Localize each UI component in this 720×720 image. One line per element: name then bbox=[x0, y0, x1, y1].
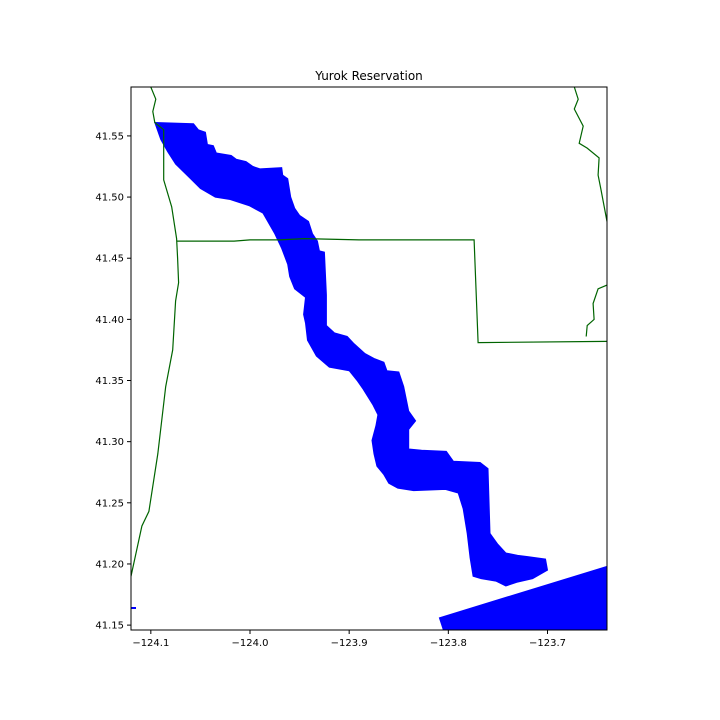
boundary-line-3 bbox=[573, 87, 607, 222]
boundary-line-1 bbox=[131, 87, 180, 577]
y-axis: 41.55 41.50 41.45 41.40 41.35 41.30 41.25 41.20… bbox=[95, 131, 131, 632]
map-title: Yurok Reservation bbox=[314, 69, 423, 83]
boundary-line-2 bbox=[176, 237, 607, 344]
y-tick-label: 41.50 bbox=[95, 193, 124, 204]
reservation-polygon-1 bbox=[154, 121, 549, 587]
x-axis: −124.1 −124.0 −123.9 −123.8 −123.7 bbox=[132, 630, 566, 649]
x-tick-label: −124.1 bbox=[132, 638, 169, 649]
y-tick-label: 41.30 bbox=[95, 437, 124, 448]
x-tick-label: −123.7 bbox=[529, 638, 566, 649]
x-tick-label: −123.8 bbox=[430, 638, 467, 649]
y-tick-label: 41.45 bbox=[95, 254, 124, 265]
y-tick-label: 41.25 bbox=[95, 498, 124, 509]
y-tick-label: 41.15 bbox=[95, 621, 124, 632]
y-tick-label: 41.55 bbox=[95, 131, 124, 142]
reservation-polygon-2 bbox=[438, 565, 607, 630]
y-tick-label: 41.40 bbox=[95, 315, 124, 326]
plot-area bbox=[131, 87, 607, 630]
reservation-fragment-1 bbox=[131, 607, 136, 609]
boundary-line-4 bbox=[585, 284, 607, 337]
y-tick-label: 41.35 bbox=[95, 376, 124, 387]
x-tick-label: −124.0 bbox=[231, 638, 268, 649]
y-tick-label: 41.20 bbox=[95, 559, 124, 570]
plot-frame bbox=[130, 86, 608, 631]
x-tick-label: −123.9 bbox=[331, 638, 368, 649]
